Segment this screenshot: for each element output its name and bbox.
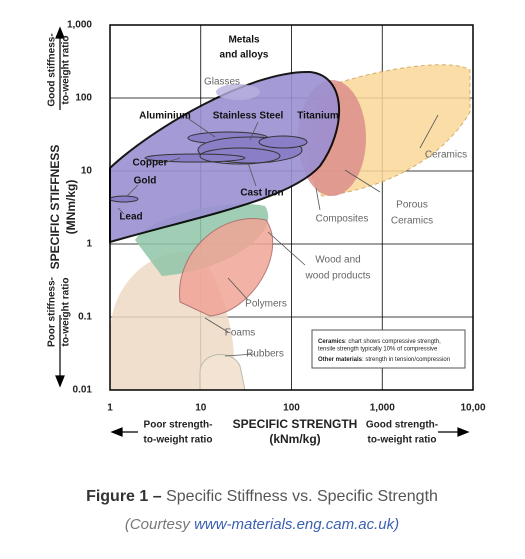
label: Titanium	[297, 111, 339, 122]
legend-box: Ceramics: chart shows compressive streng…	[311, 329, 466, 369]
polymers-region	[179, 218, 274, 317]
label: Foams	[225, 328, 256, 339]
y-axis-title: (MNm/kg)	[64, 180, 78, 235]
y-note: to-weight ratio	[61, 36, 72, 105]
y-tick-label: 10	[81, 166, 93, 177]
y-note: to-weight ratio	[61, 278, 72, 347]
y-axis-title: SPECIFIC STIFFNESS	[48, 145, 62, 270]
legend-frame	[311, 329, 466, 369]
y-tick-label: 0.01	[73, 385, 93, 396]
y-tick-label: 1,000	[67, 20, 92, 31]
material-labels: Metals and alloys Glasses Aluminium Stai…	[119, 35, 467, 360]
y-tick-label: 0.1	[78, 312, 92, 323]
x-axis-title: SPECIFIC STRENGTH	[233, 417, 358, 431]
label: Cast Iron	[240, 188, 283, 199]
x-note: to-weight ratio	[144, 435, 213, 446]
y-tick-label: 1	[86, 239, 92, 250]
x-tick-label: 100	[283, 403, 300, 414]
x-note: to-weight ratio	[368, 435, 437, 446]
x-tick-label: 1,000	[370, 403, 395, 414]
label: Lead	[119, 212, 142, 223]
label: Rubbers	[246, 349, 284, 360]
x-tick-label: 1	[107, 403, 113, 414]
copper-region	[144, 153, 246, 163]
titanium-region	[258, 135, 308, 149]
plot-frame	[109, 24, 474, 391]
regions	[109, 64, 471, 391]
leaders	[117, 114, 439, 357]
y-tick-label: 100	[75, 93, 92, 104]
caption: Figure 1 – Specific Stiffness vs. Specif…	[86, 488, 438, 505]
label: Metals	[228, 35, 260, 46]
x-note: Poor strength-	[144, 420, 213, 431]
gold-region	[109, 195, 139, 203]
label: Ceramics	[391, 216, 433, 227]
label: Wood and	[315, 255, 360, 266]
label: Gold	[134, 176, 157, 187]
arrows	[55, 26, 470, 437]
y-note: Good stiffness-	[47, 33, 58, 106]
legend-line: Other materials: strength in tension/com…	[318, 357, 450, 363]
label: Stainless Steel	[213, 111, 284, 122]
courtesy: (Courtesy www-materials.eng.cam.ac.uk)	[125, 516, 399, 533]
x-axis-title: (kNm/kg)	[269, 432, 320, 446]
x-tick-label: 10,00	[460, 403, 485, 414]
label: wood products	[304, 271, 370, 282]
x-note: Good strength-	[366, 420, 438, 431]
legend-line: tensile strength typically 10% of compre…	[318, 347, 438, 353]
label: Porous	[396, 200, 428, 211]
glasses-region	[216, 84, 260, 100]
label: Polymers	[245, 299, 287, 310]
rubbers-region	[199, 354, 246, 391]
y-note: Poor stiffness-	[47, 277, 58, 347]
label: Composites	[316, 214, 369, 225]
legend-line: Ceramics: chart shows compressive streng…	[318, 339, 441, 345]
x-tick-label: 10	[195, 403, 207, 414]
label: Ceramics	[425, 150, 467, 161]
label: Aluminium	[139, 111, 191, 122]
label: Glasses	[204, 77, 240, 88]
label: and alloys	[220, 50, 269, 61]
cast-iron-region	[199, 147, 281, 165]
label: Copper	[133, 158, 168, 169]
